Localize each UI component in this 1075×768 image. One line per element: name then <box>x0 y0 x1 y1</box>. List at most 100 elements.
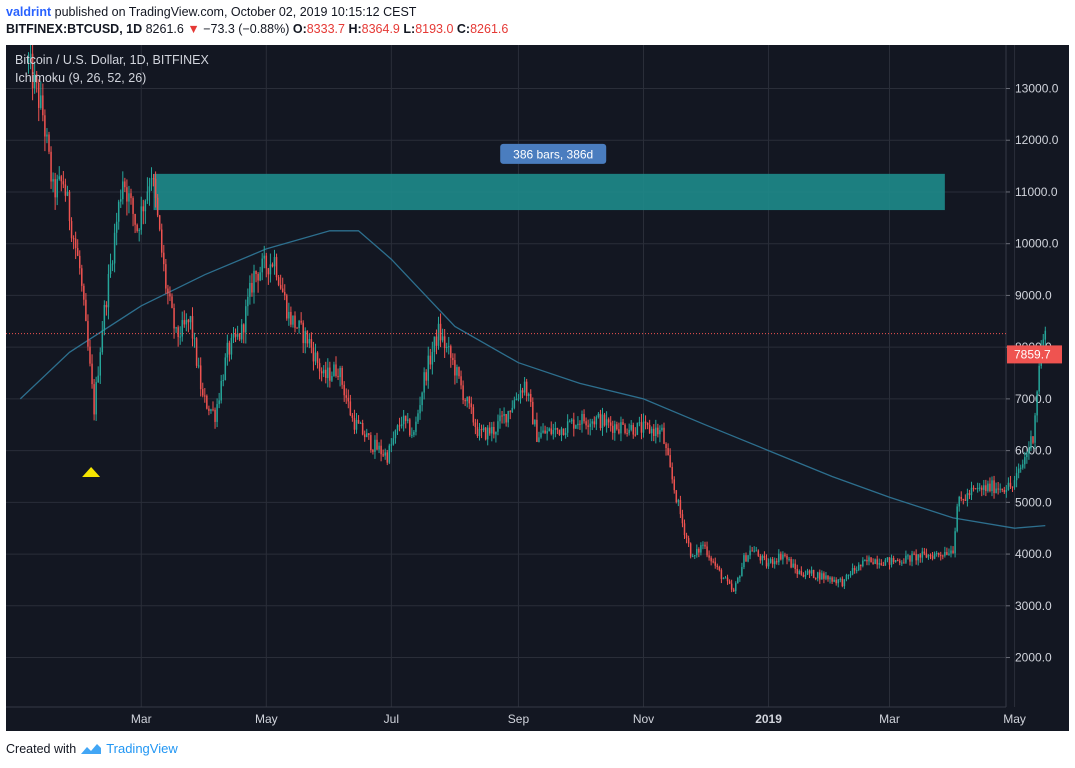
candle-body <box>255 270 257 275</box>
candle-body <box>228 342 231 355</box>
candle-body <box>552 429 555 434</box>
candle-body <box>675 490 678 503</box>
candle-body <box>1013 480 1016 488</box>
candle-body <box>404 415 407 421</box>
candle-body <box>497 421 499 432</box>
indicator-legend[interactable]: Ichimoku (9, 26, 52, 26) <box>15 71 146 85</box>
candle-body <box>374 439 376 452</box>
high-label: H: <box>348 22 362 36</box>
candle-body <box>394 430 397 439</box>
price-tick-label: 4000.0 <box>1015 547 1052 561</box>
candle-body <box>308 339 311 344</box>
candle-body <box>179 336 181 338</box>
candle-body <box>81 268 83 286</box>
candle-body <box>480 429 483 431</box>
candle-body <box>171 296 173 308</box>
triangle-marker-icon <box>82 467 101 477</box>
time-axis[interactable]: Mar May Jul Sep Nov 2019 Mar May <box>6 706 1026 726</box>
candle-body <box>691 556 694 558</box>
candle-body <box>556 428 559 430</box>
candle-body <box>536 419 538 442</box>
candle-body <box>585 421 587 426</box>
tradingview-logo-icon[interactable] <box>80 742 102 756</box>
price-tick-label: 12000.0 <box>1015 133 1059 147</box>
candle-body <box>632 425 634 435</box>
candle-body <box>327 367 329 378</box>
candle-body <box>843 579 846 587</box>
candle-body <box>749 550 751 556</box>
candle-body <box>448 346 450 348</box>
candle-body <box>76 248 79 256</box>
candle-body <box>956 506 958 532</box>
candle-body <box>265 255 268 269</box>
candle-body <box>101 330 104 353</box>
candle-body <box>665 443 667 449</box>
candle-body <box>609 422 612 426</box>
candle-body <box>899 560 901 563</box>
candle-body <box>113 232 116 264</box>
candle-body <box>987 483 989 491</box>
candle-body <box>214 409 216 422</box>
candle-body <box>136 224 138 231</box>
candle-body <box>911 553 913 562</box>
candle-body <box>197 365 200 367</box>
candle-body <box>331 376 333 381</box>
resistance-zone[interactable]: 386 bars, 386d <box>153 143 945 211</box>
candle-body <box>501 415 503 417</box>
candle-body <box>1015 473 1018 481</box>
candle-body <box>208 408 210 411</box>
candle-body <box>562 428 565 436</box>
close-value: 8261.6 <box>470 22 509 36</box>
candle-body <box>833 579 835 582</box>
candle-body <box>804 574 807 577</box>
author-link[interactable]: valdrint <box>6 5 52 19</box>
candle-body <box>267 268 270 275</box>
time-tick-label: Mar <box>879 712 900 726</box>
candle-body <box>841 578 844 587</box>
candle-body <box>476 427 479 436</box>
candle-body <box>402 415 405 425</box>
candle-body <box>1001 488 1003 490</box>
candle-body <box>581 413 583 425</box>
candle-body <box>976 487 979 489</box>
chart-area[interactable]: 2000.03000.04000.05000.06000.07000.08000… <box>6 38 1069 731</box>
candle-body <box>511 407 514 413</box>
candle-body <box>462 385 464 401</box>
candle-body <box>847 574 850 576</box>
price-chart[interactable]: 2000.03000.04000.05000.06000.07000.08000… <box>6 38 1069 731</box>
candle-body <box>1024 457 1026 465</box>
candle-body <box>722 578 725 580</box>
candle-body <box>1044 330 1047 340</box>
zone-rect <box>153 173 945 211</box>
ohlc-line: BITFINEX:BTCUSD, 1D 8261.6 ▼ −73.3 (−0.8… <box>6 21 508 38</box>
candle-body <box>683 523 686 536</box>
candle-body <box>199 365 202 390</box>
candle-body <box>634 434 637 436</box>
candle-body <box>240 324 243 340</box>
candle-body <box>921 551 924 558</box>
candle-body <box>261 258 263 273</box>
candle-body <box>74 238 77 249</box>
candle-body <box>505 413 507 423</box>
candle-body <box>884 559 887 566</box>
candle-body <box>56 179 58 198</box>
candle-body <box>351 415 354 418</box>
tradingview-brand[interactable]: TradingView <box>106 741 178 756</box>
candle-body <box>236 333 239 337</box>
symbol-legend[interactable]: Bitcoin / U.S. Dollar, 1D, BITFINEX <box>15 53 209 67</box>
candle-body <box>972 487 975 489</box>
price-axis[interactable]: 2000.03000.04000.05000.06000.07000.08000… <box>1005 45 1059 707</box>
candle-body <box>117 201 120 222</box>
candle-body <box>456 367 458 376</box>
candle-body <box>802 574 805 577</box>
candle-body <box>669 455 671 468</box>
candle-body <box>460 376 462 386</box>
candle-body <box>52 179 54 182</box>
candle-body <box>732 589 735 592</box>
candle-body <box>595 417 598 425</box>
candle-body <box>952 550 954 554</box>
candle-body <box>599 413 602 429</box>
candle-body <box>130 193 132 199</box>
zone-label-box <box>500 143 607 164</box>
candle-body <box>484 427 487 440</box>
